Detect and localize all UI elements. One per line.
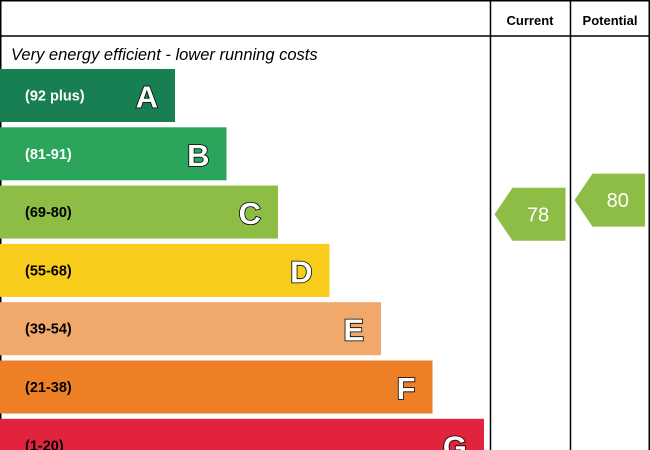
band-c-bar — [0, 185, 278, 239]
potential-rating-value: 80 — [607, 190, 629, 212]
band-d-bar — [0, 243, 330, 297]
efficiency-subtitle: Very energy efficient - lower running co… — [11, 46, 318, 64]
rating-bands: (92 plus) A (81-91) B (69-80) C (55-68) D (39-54… — [0, 69, 484, 450]
band-g-bar — [0, 418, 484, 450]
band-c-letter: C — [239, 196, 261, 231]
band-c-range: (69-80) — [25, 205, 72, 221]
rating-pointers: 78 80 — [494, 173, 645, 241]
band-g-letter: G — [443, 429, 467, 450]
band-b-bar — [0, 127, 227, 181]
band-f-bar — [0, 360, 433, 414]
band-e-bar — [0, 302, 381, 356]
band-e-range: (39-54) — [25, 322, 72, 338]
band-f-letter: F — [397, 371, 416, 406]
band-b-letter: B — [187, 138, 209, 173]
potential-column-header: Potential — [583, 13, 638, 28]
band-e-letter: E — [343, 313, 364, 348]
potential-rating-pointer — [574, 173, 645, 227]
band-d-range: (55-68) — [25, 263, 72, 279]
current-column-header: Current — [507, 13, 555, 28]
band-g-range: (1-20) — [25, 438, 64, 450]
band-a-range: (92 plus) — [25, 89, 85, 105]
band-d-letter: D — [290, 254, 312, 289]
band-b-range: (81-91) — [25, 147, 72, 163]
current-rating-pointer — [494, 187, 566, 241]
band-a-letter: A — [136, 80, 158, 115]
band-f-range: (21-38) — [25, 380, 72, 396]
current-rating-value: 78 — [527, 204, 549, 226]
band-a-bar — [0, 69, 175, 122]
